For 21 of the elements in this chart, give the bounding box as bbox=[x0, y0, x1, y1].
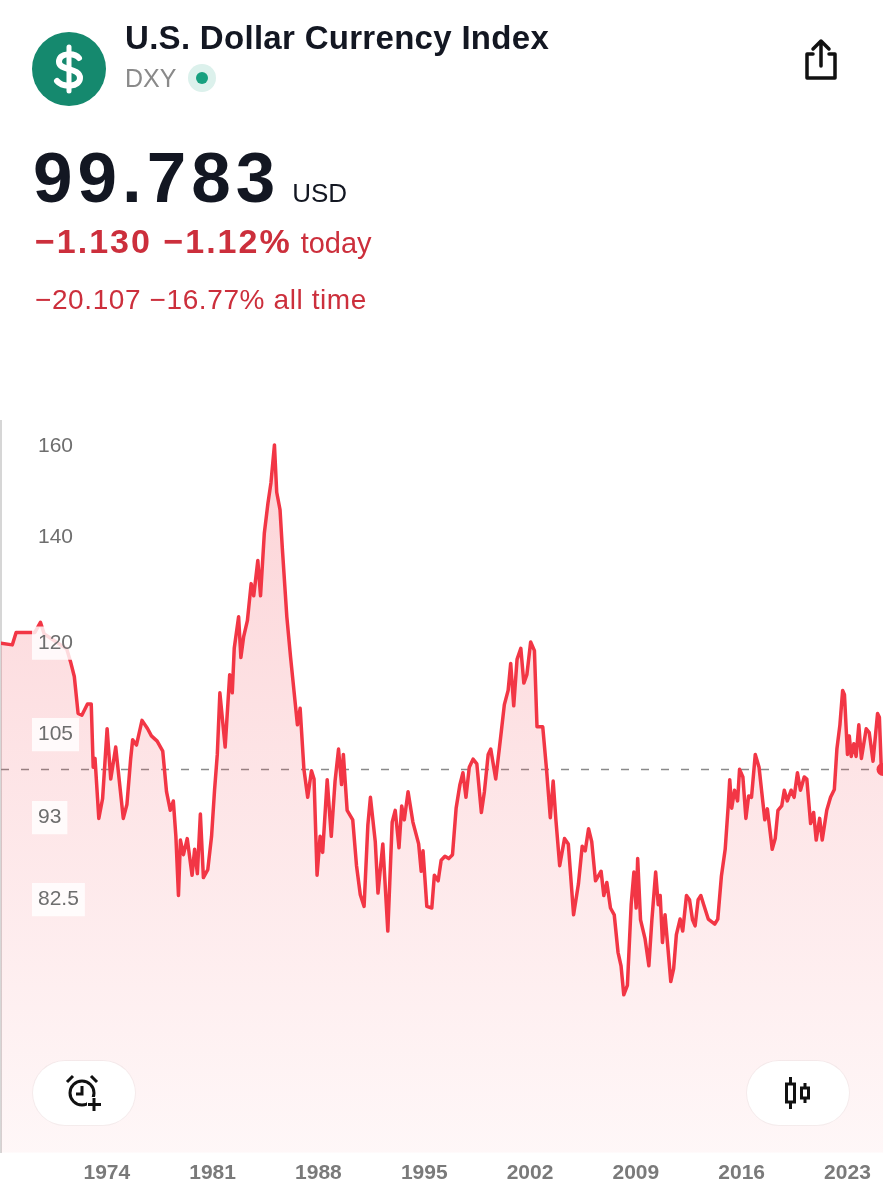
x-tick-label: 1988 bbox=[295, 1160, 343, 1184]
x-tick-label: 1974 bbox=[83, 1160, 131, 1184]
chart-subtitle: DXY bbox=[125, 63, 177, 94]
text: today bbox=[300, 227, 372, 259]
x-tick-label: 2016 bbox=[718, 1160, 766, 1184]
y-tick-label: 120 bbox=[38, 629, 74, 653]
x-tick-label: 2002 bbox=[506, 1160, 554, 1184]
x-tick-label: 2023 bbox=[824, 1160, 871, 1184]
x-tick-label: 1995 bbox=[400, 1160, 448, 1184]
y-tick-label: 93 bbox=[38, 804, 62, 828]
text: −1.130 −1.12% bbox=[35, 221, 292, 261]
y-tick-label: 105 bbox=[38, 721, 74, 745]
chart-title: U.S. Dollar Currency Index bbox=[125, 18, 550, 58]
x-tick-label: 1981 bbox=[189, 1160, 237, 1184]
y-tick-label: 140 bbox=[38, 524, 74, 548]
text: USD bbox=[292, 178, 348, 208]
text: 99.783 bbox=[33, 138, 281, 218]
x-tick-label: 2009 bbox=[612, 1160, 660, 1184]
y-tick-label: 82.5 bbox=[38, 886, 79, 910]
text: −20.107 −16.77% all time bbox=[35, 284, 367, 315]
y-tick-label: 160 bbox=[38, 433, 74, 456]
